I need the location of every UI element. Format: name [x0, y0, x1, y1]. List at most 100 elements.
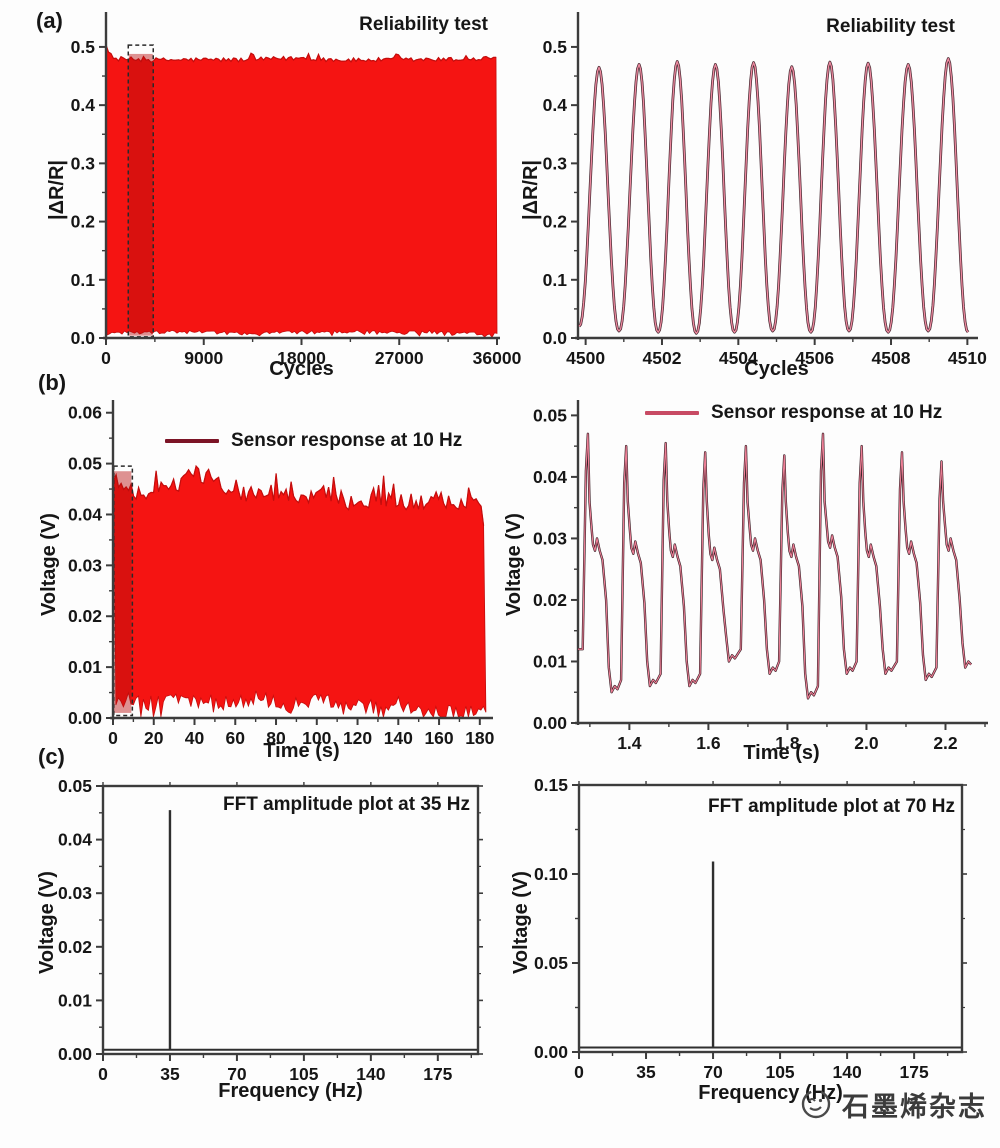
title-c-left: FFT amplitude plot at 35 Hz [222, 794, 470, 815]
y-tick-label: 0.3 [71, 153, 96, 173]
ylabel-a-left: |ΔR/R| [46, 160, 68, 221]
legend-label: Sensor response at 10 Hz [711, 402, 943, 423]
x-tick-label: 1.6 [696, 733, 721, 753]
ylabel-a-right: |ΔR/R| [520, 160, 542, 221]
x-tick-label: 105 [765, 1062, 794, 1082]
y-tick-label: 0.06 [68, 403, 102, 423]
x-tick-label: 0 [101, 348, 111, 368]
y-tick-label: 0.5 [543, 37, 568, 57]
x-tick-label: 27000 [375, 348, 424, 368]
legend-label: Sensor response at 10 Hz [231, 430, 463, 451]
y-tick-label: 0.5 [71, 37, 96, 57]
y-tick-label: 0.4 [543, 95, 568, 115]
x-tick-label: 0 [108, 728, 118, 748]
y-tick-label: 0.02 [533, 590, 567, 610]
x-tick-label: 35 [636, 1062, 656, 1082]
y-tick-label: 0.01 [68, 657, 102, 677]
y-tick-label: 0.1 [543, 270, 568, 290]
x-tick-label: 180 [465, 728, 494, 748]
y-tick-label: 0.02 [68, 606, 102, 626]
x-tick-label: 1.4 [617, 733, 642, 753]
xlabel-b-right: Time (s) [743, 742, 820, 764]
watermark: 石墨烯杂志 [796, 1084, 987, 1124]
x-tick-label: 2.2 [933, 733, 958, 753]
x-tick-label: 4506 [795, 348, 834, 368]
ylabel-c-left: Voltage (V) [36, 871, 58, 974]
y-tick-label: 0.05 [533, 405, 567, 425]
x-tick-label: 4510 [948, 348, 987, 368]
y-tick-label: 0.01 [533, 651, 567, 671]
y-tick-label: 0.05 [68, 454, 102, 474]
y-tick-label: 0.04 [58, 830, 92, 850]
panel-b-label: (b) [38, 370, 67, 395]
zoom-region-stripe [114, 471, 132, 713]
plot-frame [577, 783, 964, 1054]
x-tick-label: 70 [703, 1062, 723, 1082]
xlabel-a-left: Cycles [269, 358, 334, 380]
plot-frame [101, 784, 480, 1056]
legend-line-crimson [645, 411, 699, 415]
y-tick-label: 0.00 [68, 708, 102, 728]
y-tick-label: 0.04 [68, 504, 102, 524]
y-tick-label: 0.03 [533, 528, 567, 548]
x-tick-label: 18000 [277, 348, 326, 368]
x-tick-label: 2.0 [854, 733, 879, 753]
xlabel-c-right: Frequency (Hz) [698, 1082, 843, 1104]
x-tick-label: 4504 [719, 348, 758, 368]
x-tick-label: 35 [160, 1064, 180, 1084]
y-tick-label: 0.10 [534, 864, 568, 884]
signal-band-top-edge [113, 464, 485, 526]
y-tick-label: 0.3 [543, 153, 568, 173]
x-tick-label: 40 [185, 728, 205, 748]
x-tick-label: 4508 [872, 348, 911, 368]
y-tick-label: 0.00 [534, 1042, 568, 1062]
x-tick-label: 140 [384, 728, 413, 748]
y-tick-label: 0.01 [58, 990, 92, 1010]
signal-band [105, 44, 498, 338]
sensor-pulse-wave [578, 433, 972, 699]
x-tick-label: 1.8 [775, 733, 800, 753]
signal-band-top-edge [105, 44, 497, 64]
y-tick-label: 0.05 [58, 776, 92, 796]
y-tick-label: 0.15 [534, 775, 568, 795]
x-tick-label: 175 [423, 1064, 452, 1084]
legend-b-right: Sensor response at 10 Hz [645, 402, 942, 424]
xlabel-b-left: Time (s) [263, 740, 340, 762]
x-tick-label: 175 [900, 1062, 929, 1082]
y-tick-label: 0.03 [58, 883, 92, 903]
reliability-wave [578, 57, 969, 334]
x-tick-label: 140 [356, 1064, 385, 1084]
y-tick-label: 0.2 [71, 212, 96, 232]
x-tick-label: 100 [302, 728, 331, 748]
signal-band [113, 465, 487, 718]
x-tick-label: 4502 [643, 348, 682, 368]
x-tick-label: 9000 [184, 348, 223, 368]
x-tick-label: 36000 [473, 348, 522, 368]
x-tick-label: 160 [424, 728, 453, 748]
watermark-text: 石墨烯杂志 [842, 1091, 987, 1122]
zoom-region-stripe [128, 53, 153, 336]
x-tick-label: 105 [289, 1064, 318, 1084]
title-a-right: Reliability test [826, 16, 955, 37]
graphene-magazine-logo-icon [801, 1089, 831, 1119]
y-tick-label: 0.2 [543, 212, 568, 232]
zoom-region-dashed-box [113, 465, 134, 717]
y-tick-label: 0.00 [533, 713, 567, 733]
y-tick-label: 0.05 [534, 953, 568, 973]
y-tick-label: 0.00 [58, 1044, 92, 1064]
legend-line-maroon [165, 439, 219, 443]
panel-a-label: (a) [36, 8, 63, 33]
y-tick-label: 0.4 [71, 95, 96, 115]
y-tick-label: 0.0 [71, 328, 96, 348]
y-tick-label: 0.1 [71, 270, 96, 290]
y-tick-label: 0.02 [58, 937, 92, 957]
title-a-left: Reliability test [359, 14, 488, 35]
title-c-right: FFT amplitude plot at 70 Hz [707, 796, 955, 817]
panel-c-label: (c) [38, 744, 65, 769]
x-tick-label: 60 [226, 728, 246, 748]
ylabel-b-left: Voltage (V) [38, 513, 60, 617]
x-tick-label: 0 [574, 1062, 584, 1082]
xlabel-c-left: Frequency (Hz) [218, 1080, 363, 1102]
